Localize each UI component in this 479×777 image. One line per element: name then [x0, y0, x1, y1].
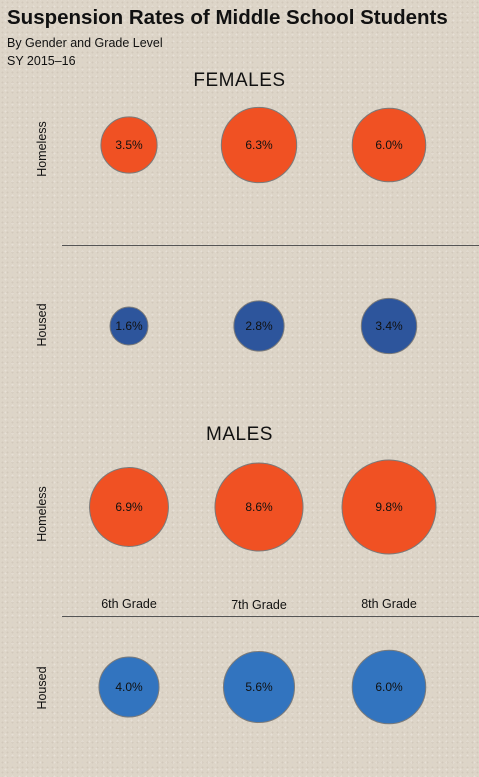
bubble-males-housed-8th	[351, 649, 427, 725]
category-label-6th: 6th Grade	[101, 597, 157, 611]
category-label-7th: 7th Grade	[231, 598, 287, 612]
category-label-8th: 8th Grade	[361, 597, 417, 611]
bubble-label-females-homeless-7th: 6.3%	[245, 138, 273, 152]
bubble-label-females-housed-7th: 2.8%	[245, 319, 273, 333]
bubble-label-males-housed-7th: 5.6%	[245, 680, 273, 694]
bubble-label-females-housed-6th: 1.6%	[115, 319, 143, 333]
bubble-label-males-homeless-8th: 9.8%	[375, 500, 403, 514]
bubble-label-females-homeless-8th: 6.0%	[375, 138, 403, 152]
bubble-males-homeless-8th	[341, 459, 437, 555]
chart-title: Suspension Rates of Middle School Studen…	[7, 6, 448, 29]
bubble-females-housed-7th	[233, 300, 285, 352]
row-divider-females	[62, 245, 479, 246]
bubble-females-homeless-6th	[100, 116, 158, 174]
bubble-label-males-housed-8th: 6.0%	[375, 680, 403, 694]
bubble-females-housed-6th	[109, 306, 149, 346]
bubble-label-males-homeless-6th: 6.9%	[115, 500, 143, 514]
row-divider-males	[62, 616, 479, 617]
bubble-females-homeless-7th	[220, 106, 298, 184]
bubble-label-females-homeless-6th: 3.5%	[115, 138, 143, 152]
bubble-males-homeless-6th	[89, 467, 169, 547]
chart-subtitle-year: SY 2015–16	[7, 54, 76, 68]
chart-subtitle: By Gender and Grade Level	[7, 36, 163, 50]
bubble-females-housed-8th	[360, 297, 418, 355]
bubble-label-males-homeless-7th: 8.6%	[245, 500, 273, 514]
bubble-label-males-housed-6th: 4.0%	[115, 680, 143, 694]
bubble-label-females-housed-8th: 3.4%	[375, 319, 403, 333]
bubble-males-homeless-7th	[214, 462, 304, 552]
bubble-females-homeless-8th	[351, 107, 427, 183]
bubble-males-housed-7th	[222, 650, 296, 724]
bubble-males-housed-6th	[98, 656, 160, 718]
section-title-males: MALES	[206, 424, 273, 445]
section-title-females: FEMALES	[193, 70, 286, 91]
